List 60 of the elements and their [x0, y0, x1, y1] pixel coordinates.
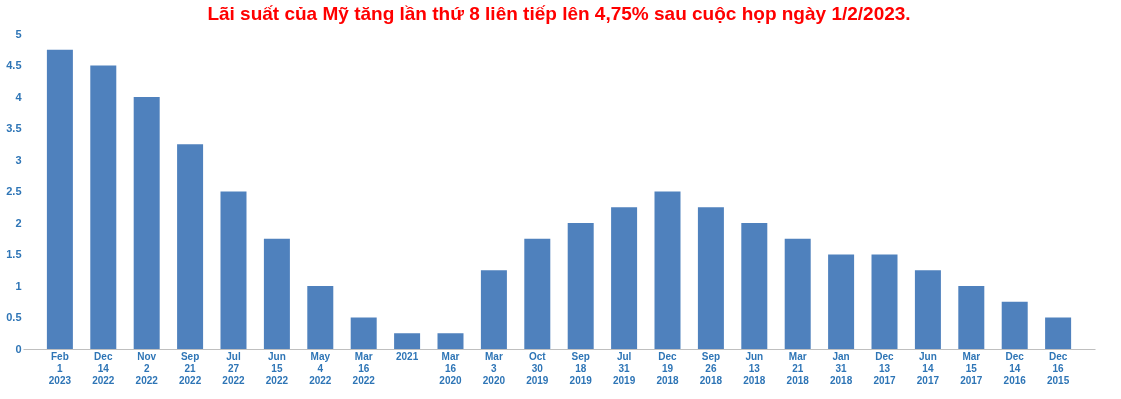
bar [263, 238, 290, 349]
x-tick-label: Mar 21 2018 [786, 350, 810, 386]
x-tick-label: Sep 18 2019 [569, 350, 593, 386]
x-tick-label: Dec 14 2022 [92, 350, 115, 386]
bar [958, 286, 985, 349]
bar [914, 270, 941, 349]
bar [220, 191, 247, 349]
y-tick-label: 4.5 [6, 59, 22, 71]
bar [1001, 301, 1028, 349]
bar [611, 207, 638, 349]
bar [133, 97, 160, 349]
x-tick-label: Jul 27 2022 [222, 350, 246, 386]
y-tick-label: 3.5 [6, 122, 22, 134]
bar [480, 270, 507, 349]
chart-title: Lãi suất của Mỹ tăng lần thứ 8 liên tiếp lên 4,75% sau cuộc họp ngày 1/2/2023. [207, 3, 911, 24]
x-tick-label: Sep 26 2018 [699, 350, 723, 386]
y-tick-label: 2 [15, 216, 22, 229]
bar [350, 317, 377, 349]
bar [567, 223, 594, 349]
bar [524, 238, 551, 349]
bar [1045, 317, 1072, 349]
x-tick-label: Dec 19 2018 [656, 350, 680, 386]
x-tick-label: Oct 30 2019 [526, 350, 549, 386]
bar [307, 286, 334, 349]
x-tick-label: Jun 13 2018 [743, 350, 766, 386]
x-tick-label: Jun 14 2017 [916, 350, 940, 386]
bar [697, 207, 724, 349]
x-tick-label: Nov 2 2022 [135, 350, 159, 386]
x-tick-label: May 4 2022 [309, 350, 332, 386]
x-tick-label: Dec 13 2017 [873, 350, 897, 386]
x-tick-label: Jan 31 2018 [829, 350, 853, 386]
x-tick-label: Mar 16 2022 [352, 350, 376, 386]
y-tick-label: 3 [15, 153, 22, 166]
bar [784, 238, 811, 349]
x-tick-label: Dec 16 2015 [1046, 350, 1070, 386]
bar [828, 254, 855, 349]
bar [437, 333, 464, 349]
y-tick-label: 0.5 [6, 311, 22, 323]
x-tick-label: Jul 31 2019 [612, 350, 636, 386]
x-tick-label: Mar 3 2020 [482, 350, 506, 386]
x-tick-label: Jun 15 2022 [265, 350, 289, 386]
bar [394, 333, 421, 349]
bar [46, 49, 73, 349]
y-tick-label: 1.5 [6, 248, 22, 260]
x-tick-label: Mar 16 2020 [439, 350, 463, 386]
bar [90, 65, 117, 349]
bar [871, 254, 898, 349]
y-tick-label: 2.5 [6, 185, 22, 197]
x-tick-label: 2021 [395, 350, 419, 362]
bar [741, 223, 768, 349]
x-tick-label: Dec 14 2016 [1003, 350, 1027, 386]
y-tick-label: 1 [15, 279, 22, 292]
y-tick-label: 5 [15, 27, 22, 40]
x-tick-label: Feb 1 2023 [48, 350, 72, 386]
x-tick-label: Sep 21 2022 [178, 350, 202, 386]
bar [654, 191, 681, 349]
bar [177, 144, 204, 349]
y-tick-label: 0 [15, 342, 22, 355]
y-tick-label: 4 [15, 90, 23, 103]
x-tick-label: Mar 15 2017 [960, 350, 983, 386]
